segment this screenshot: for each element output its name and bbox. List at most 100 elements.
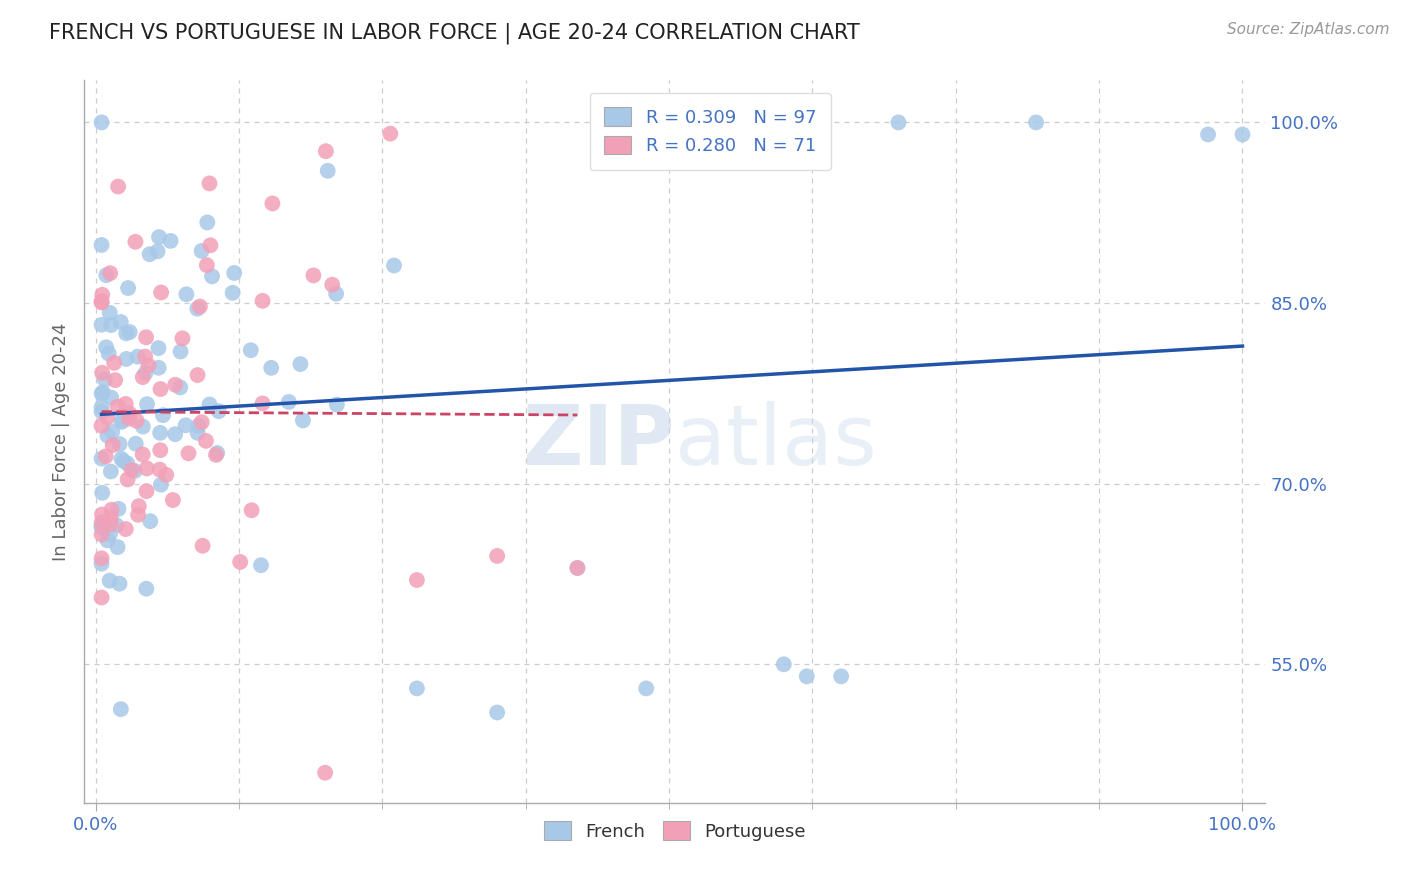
Point	[260, 360, 283, 375]
Point	[91, 508, 114, 522]
Point	[94, 450, 117, 464]
Point	[1232, 128, 1254, 142]
Point	[125, 414, 148, 428]
Point	[250, 558, 273, 573]
Point	[262, 196, 284, 211]
Point	[315, 144, 337, 158]
Point	[174, 418, 197, 433]
Legend: French, Portuguese: French, Portuguese	[537, 814, 813, 848]
Point	[150, 285, 173, 300]
Text: ZIP: ZIP	[523, 401, 675, 482]
Point	[205, 448, 228, 462]
Point	[127, 508, 149, 522]
Point	[187, 418, 209, 433]
Point	[103, 356, 125, 370]
Point	[132, 370, 155, 384]
Point	[100, 391, 122, 405]
Point	[128, 499, 150, 513]
Point	[486, 706, 509, 720]
Point	[91, 385, 114, 400]
Point	[240, 503, 263, 517]
Point	[326, 398, 349, 412]
Point	[636, 681, 658, 696]
Point	[100, 502, 122, 516]
Point	[98, 574, 121, 588]
Point	[169, 380, 191, 394]
Point	[104, 373, 127, 387]
Point	[252, 293, 274, 308]
Point	[200, 238, 222, 252]
Point	[177, 446, 200, 460]
Point	[112, 454, 135, 468]
Point	[190, 244, 212, 258]
Point	[135, 461, 157, 475]
Point	[134, 366, 156, 380]
Point	[290, 357, 312, 371]
Point	[107, 400, 129, 414]
Point	[201, 269, 224, 284]
Point	[149, 477, 172, 491]
Text: Source: ZipAtlas.com: Source: ZipAtlas.com	[1226, 22, 1389, 37]
Point	[105, 518, 128, 533]
Point	[90, 386, 112, 401]
Point	[302, 268, 325, 283]
Point	[97, 346, 120, 360]
Point	[100, 318, 122, 332]
Point	[186, 301, 208, 316]
Point	[110, 451, 132, 466]
Point	[93, 522, 115, 536]
Point	[149, 382, 172, 396]
Point	[796, 669, 818, 683]
Point	[114, 522, 136, 536]
Point	[325, 286, 347, 301]
Point	[90, 295, 112, 310]
Point	[316, 163, 339, 178]
Point	[887, 115, 910, 129]
Point	[98, 266, 121, 280]
Point	[96, 410, 118, 425]
Point	[190, 415, 212, 429]
Point	[96, 428, 118, 442]
Point	[90, 404, 112, 418]
Point	[90, 519, 112, 533]
Point	[91, 287, 114, 301]
Point	[239, 343, 262, 358]
Point	[115, 456, 138, 470]
Point	[90, 418, 112, 433]
Point	[98, 306, 121, 320]
Point	[96, 340, 118, 354]
Point	[406, 681, 429, 696]
Point	[90, 516, 112, 530]
Point	[198, 177, 221, 191]
Point	[90, 520, 112, 534]
Point	[221, 285, 243, 300]
Point	[138, 359, 160, 373]
Point	[121, 463, 143, 477]
Point	[131, 448, 153, 462]
Y-axis label: In Labor Force | Age 20-24: In Labor Force | Age 20-24	[52, 322, 70, 561]
Point	[90, 557, 112, 571]
Point	[224, 266, 246, 280]
Point	[132, 419, 155, 434]
Point	[110, 315, 132, 329]
Point	[152, 408, 174, 422]
Point	[314, 765, 336, 780]
Point	[567, 561, 589, 575]
Point	[91, 485, 114, 500]
Point	[127, 350, 149, 364]
Point	[135, 484, 157, 499]
Point	[148, 230, 170, 244]
Point	[107, 179, 129, 194]
Point	[187, 425, 209, 440]
Point	[149, 443, 172, 458]
Point	[176, 287, 198, 301]
Point	[149, 425, 172, 440]
Point	[830, 669, 852, 683]
Point	[165, 427, 187, 442]
Point	[162, 493, 184, 508]
Point	[118, 325, 141, 339]
Point	[195, 215, 218, 229]
Point	[149, 462, 172, 476]
Point	[117, 473, 139, 487]
Point	[139, 514, 162, 528]
